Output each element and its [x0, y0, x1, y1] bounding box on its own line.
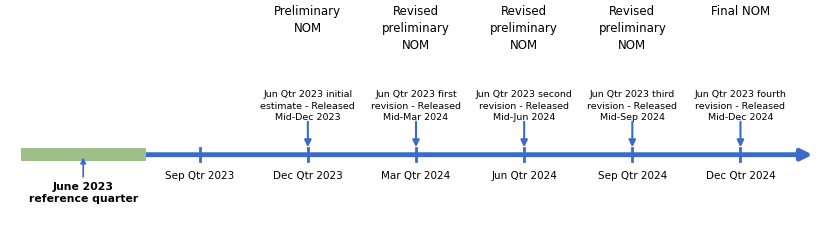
Text: Revised
preliminary
NOM: Revised preliminary NOM [490, 5, 558, 52]
Bar [21, 148, 146, 161]
Text: Jun Qtr 2023 first
revision - Released
Mid-Mar 2024: Jun Qtr 2023 first revision - Released M… [371, 90, 461, 122]
Text: Revised
preliminary
NOM: Revised preliminary NOM [382, 5, 450, 52]
Text: Jun Qtr 2024: Jun Qtr 2024 [491, 171, 557, 181]
Text: Sep Qtr 2024: Sep Qtr 2024 [597, 171, 667, 181]
Text: Preliminary
NOM: Preliminary NOM [275, 5, 341, 35]
Text: Jun Qtr 2023 fourth
revision - Released
Mid-Dec 2024: Jun Qtr 2023 fourth revision - Released … [695, 90, 786, 122]
Text: June 2023
reference quarter: June 2023 reference quarter [28, 182, 138, 204]
Text: Jun Qtr 2023 initial
estimate - Released
Mid-Dec 2023: Jun Qtr 2023 initial estimate - Released… [260, 90, 355, 122]
Text: Dec Qtr 2024: Dec Qtr 2024 [706, 171, 775, 181]
Text: Dec Qtr 2023: Dec Qtr 2023 [273, 171, 343, 181]
Text: Revised
preliminary
NOM: Revised preliminary NOM [598, 5, 666, 52]
Text: Final NOM: Final NOM [711, 5, 770, 18]
Text: Sep Qtr 2023: Sep Qtr 2023 [165, 171, 235, 181]
Text: Mar Qtr 2024: Mar Qtr 2024 [381, 171, 451, 181]
Text: Jun Qtr 2023 second
revision - Released
Mid-Jun 2024: Jun Qtr 2023 second revision - Released … [476, 90, 572, 122]
Text: Jun Qtr 2023 third
revision - Released
Mid-Sep 2024: Jun Qtr 2023 third revision - Released M… [587, 90, 677, 122]
